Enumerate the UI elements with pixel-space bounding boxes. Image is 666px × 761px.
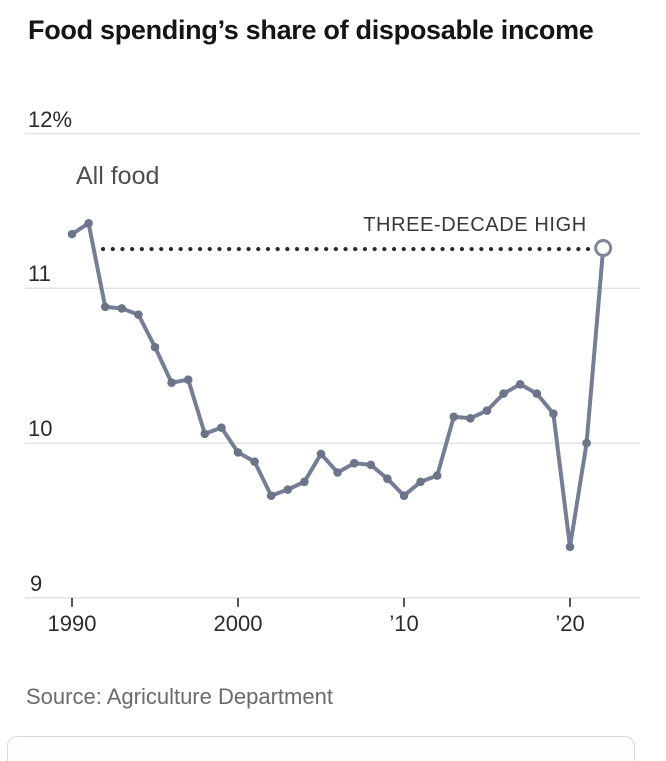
- data-point-2001: [250, 457, 259, 466]
- data-point-2006: [333, 468, 342, 477]
- data-point-2021: [582, 438, 591, 448]
- data-point-1996: [167, 378, 176, 388]
- x-axis-label-2010: ’10: [389, 611, 419, 636]
- data-point-2009: [383, 474, 392, 484]
- data-point-2018: [532, 389, 542, 398]
- data-point-1991: [84, 218, 93, 228]
- data-point-1997: [183, 375, 193, 384]
- data-point-2011: [416, 477, 425, 487]
- data-point-1995: [150, 342, 160, 352]
- y-axis-label-10: 10: [28, 416, 53, 441]
- data-point-2016: [499, 389, 508, 398]
- data-point-2019: [549, 409, 558, 418]
- series-label-all-food: All food: [76, 162, 160, 190]
- data-point-2020: [565, 542, 575, 552]
- data-point-2013: [449, 412, 459, 422]
- data-point-2012: [432, 471, 442, 480]
- data-point-2007: [349, 458, 359, 468]
- data-point-2005: [316, 449, 326, 459]
- data-point-1998: [200, 429, 210, 439]
- bottom-card-edge: [7, 736, 635, 761]
- data-point-2008: [366, 460, 376, 470]
- data-point-2015: [482, 406, 492, 415]
- y-axis-label-11: 11: [28, 261, 51, 286]
- data-point-2000: [233, 448, 243, 457]
- data-point-2017: [515, 379, 525, 389]
- data-point-1993: [117, 304, 127, 313]
- x-axis-label-2020: ’20: [555, 611, 585, 636]
- data-point-1990: [67, 229, 77, 239]
- y-axis-label-9: 9: [30, 571, 43, 596]
- data-point-2010: [399, 491, 409, 501]
- data-point-1994: [134, 310, 143, 319]
- data-point-1999: [217, 423, 226, 432]
- source-attribution: Source: Agriculture Department: [26, 684, 333, 709]
- x-axis-label-1990: 1990: [47, 611, 97, 636]
- x-axis-label-2000: 2000: [213, 611, 263, 636]
- data-point-2003: [283, 485, 293, 494]
- data-point-2022-open-circle: [594, 239, 613, 258]
- data-point-2002: [266, 491, 276, 501]
- data-point-2014: [466, 414, 475, 423]
- chart-title: Food spending’s share of disposable inco…: [28, 15, 594, 45]
- y-axis-label-12: 12%: [28, 107, 73, 132]
- data-point-1992: [100, 302, 110, 312]
- three-decade-high-annotation: THREE-DECADE HIGH: [363, 214, 587, 236]
- data-point-2004: [300, 477, 309, 487]
